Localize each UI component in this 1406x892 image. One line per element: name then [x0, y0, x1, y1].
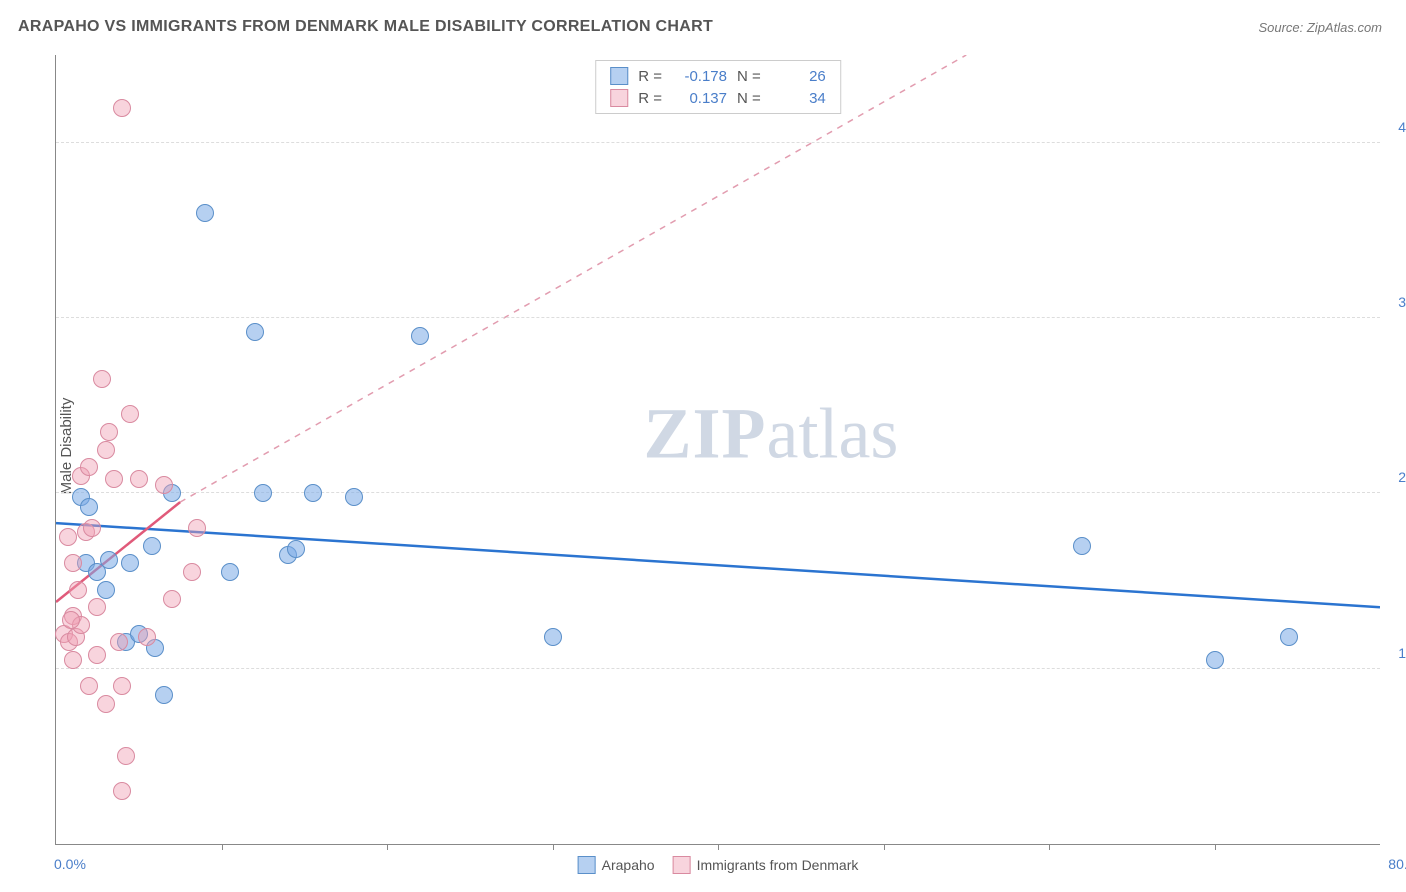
legend-row-a: R = -0.178 N = 26	[596, 65, 840, 87]
data-point-b	[188, 519, 206, 537]
data-point-a	[287, 540, 305, 558]
data-point-b	[100, 423, 118, 441]
data-point-a	[80, 498, 98, 516]
x-tick-right: 80.0%	[1388, 856, 1406, 872]
data-point-a	[254, 484, 272, 502]
data-point-a	[1280, 628, 1298, 646]
gridline	[56, 668, 1380, 669]
correlation-legend: R = -0.178 N = 26 R = 0.137 N = 34	[595, 60, 841, 114]
data-point-b	[110, 633, 128, 651]
n-label: N =	[737, 68, 761, 85]
data-point-b	[105, 470, 123, 488]
swatch-arapaho-icon	[578, 856, 596, 874]
data-point-b	[93, 370, 111, 388]
chart-title: ARAPAHO VS IMMIGRANTS FROM DENMARK MALE …	[18, 18, 713, 36]
data-point-b	[117, 747, 135, 765]
data-point-b	[183, 563, 201, 581]
x-tick	[387, 844, 388, 850]
data-point-a	[544, 628, 562, 646]
chart-container: ARAPAHO VS IMMIGRANTS FROM DENMARK MALE …	[0, 0, 1406, 892]
x-tick	[1215, 844, 1216, 850]
data-point-a	[345, 488, 363, 506]
data-point-b	[121, 405, 139, 423]
trend-lines-svg	[56, 55, 1380, 844]
legend-label-arapaho: Arapaho	[602, 857, 655, 873]
data-point-b	[163, 590, 181, 608]
x-tick	[884, 844, 885, 850]
series-legend: Arapaho Immigrants from Denmark	[578, 856, 859, 874]
data-point-b	[130, 470, 148, 488]
swatch-denmark	[610, 89, 628, 107]
n-value-a: 26	[771, 68, 826, 85]
swatch-denmark-icon	[673, 856, 691, 874]
r-label: R =	[638, 68, 662, 85]
data-point-b	[88, 646, 106, 664]
data-point-b	[80, 677, 98, 695]
data-point-b	[80, 458, 98, 476]
data-point-b	[69, 581, 87, 599]
data-point-a	[155, 686, 173, 704]
data-point-b	[113, 782, 131, 800]
legend-label-denmark: Immigrants from Denmark	[697, 857, 859, 873]
data-point-b	[64, 554, 82, 572]
n-value-b: 34	[771, 90, 826, 107]
y-tick-label: 20.0%	[1388, 469, 1406, 485]
data-point-a	[221, 563, 239, 581]
r-value-b: 0.137	[672, 90, 727, 107]
data-point-a	[1073, 537, 1091, 555]
data-point-a	[196, 204, 214, 222]
n-label: N =	[737, 90, 761, 107]
x-tick	[1049, 844, 1050, 850]
x-tick	[718, 844, 719, 850]
legend-item-arapaho: Arapaho	[578, 856, 655, 874]
data-point-a	[246, 323, 264, 341]
data-point-b	[155, 476, 173, 494]
swatch-arapaho	[610, 67, 628, 85]
y-tick-label: 10.0%	[1388, 645, 1406, 661]
data-point-a	[304, 484, 322, 502]
data-point-b	[83, 519, 101, 537]
data-point-a	[1206, 651, 1224, 669]
data-point-a	[97, 581, 115, 599]
x-tick	[553, 844, 554, 850]
gridline	[56, 142, 1380, 143]
legend-item-denmark: Immigrants from Denmark	[673, 856, 859, 874]
data-point-a	[411, 327, 429, 345]
gridline	[56, 317, 1380, 318]
data-point-b	[138, 628, 156, 646]
data-point-a	[121, 554, 139, 572]
data-point-b	[113, 677, 131, 695]
data-point-b	[97, 695, 115, 713]
data-point-b	[64, 651, 82, 669]
data-point-b	[113, 99, 131, 117]
y-tick-label: 30.0%	[1388, 294, 1406, 310]
x-tick-left: 0.0%	[54, 856, 86, 872]
watermark: ZIPatlas	[643, 392, 898, 475]
watermark-bold: ZIP	[643, 393, 766, 473]
y-tick-label: 40.0%	[1388, 119, 1406, 135]
plot-area: ZIPatlas R = -0.178 N = 26 R = 0.137 N =…	[55, 55, 1380, 845]
data-point-a	[143, 537, 161, 555]
data-point-b	[62, 611, 80, 629]
source-attribution: Source: ZipAtlas.com	[1258, 20, 1382, 35]
data-point-b	[97, 441, 115, 459]
r-value-a: -0.178	[672, 68, 727, 85]
legend-row-b: R = 0.137 N = 34	[596, 87, 840, 109]
data-point-a	[88, 563, 106, 581]
data-point-b	[88, 598, 106, 616]
watermark-light: atlas	[766, 393, 898, 473]
x-tick	[222, 844, 223, 850]
r-label: R =	[638, 90, 662, 107]
data-point-b	[59, 528, 77, 546]
